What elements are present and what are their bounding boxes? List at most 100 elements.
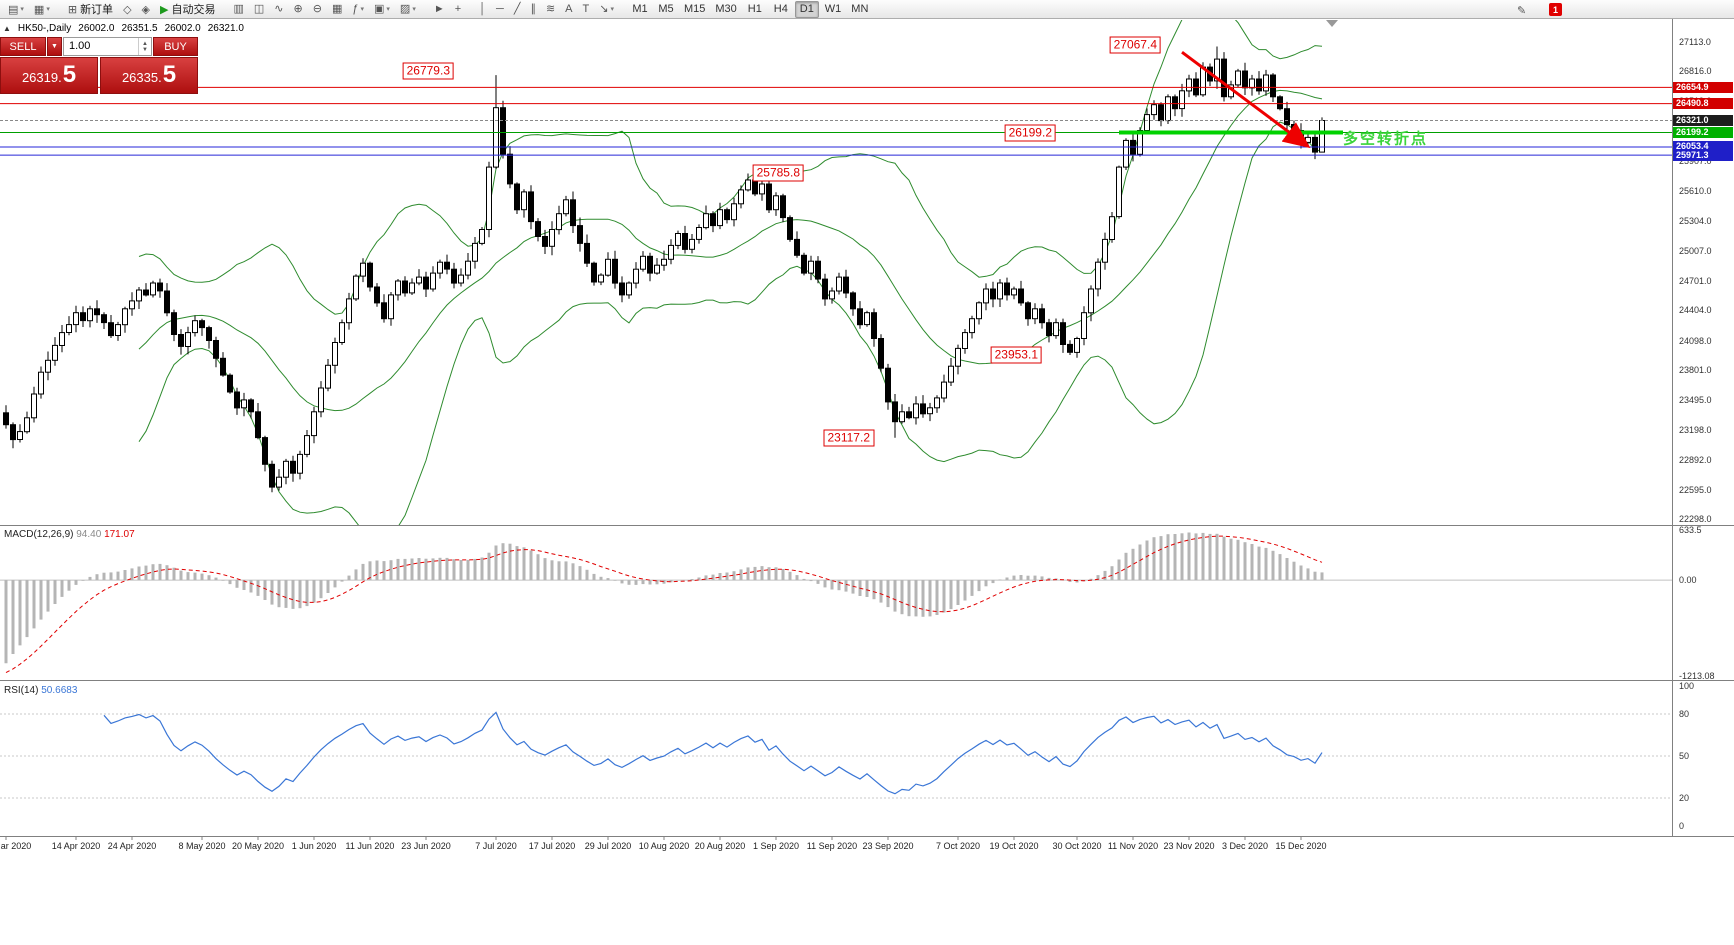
rsi-name: RSI(14) (4, 685, 39, 696)
bar-chart-icon[interactable]: ▥ (233, 3, 244, 16)
trendline-icon[interactable]: ╱ (513, 3, 521, 16)
time-axis-label: 24 Apr 2020 (107, 841, 157, 851)
notification-badge[interactable]: 1 (1549, 3, 1562, 16)
timeframe-button-m1[interactable]: M1 (632, 3, 648, 15)
autotrading-button[interactable]: ▶ 自动交易 (156, 1, 219, 18)
time-axis-label: 20 Aug 2020 (694, 841, 746, 851)
horizontal-line-icon[interactable]: ─ (496, 3, 504, 16)
lot-size-value[interactable]: 1.00 (69, 40, 91, 52)
price-annotation[interactable]: 23117.2 (823, 429, 874, 447)
price-annotation[interactable]: 25785.8 (752, 164, 804, 182)
periods-icon[interactable]: ▣ ▾ (373, 3, 390, 16)
channel-icon[interactable]: ∥ (530, 3, 536, 16)
rsi-axis-label: 50 (1679, 751, 1690, 761)
price-annotation[interactable]: 23953.1 (990, 346, 1042, 364)
timeframe-group: M1 M5 M15 M30 H1 H4 D1 W1 MN (627, 0, 873, 18)
price-axis-tick-label: 23198.0 (1679, 424, 1712, 435)
timeframe-button-h4[interactable]: H4 (773, 3, 788, 15)
macd-signal-value: 171.07 (104, 529, 135, 540)
macd-indicator-label: MACD(12,26,9) 94.40 171.07 (4, 529, 135, 540)
lot-size-field[interactable]: 1.00 ▲ ▼ (63, 37, 152, 56)
time-axis-label: 14 Apr 2020 (51, 841, 101, 851)
buy-price-button[interactable]: 26335. 5 (100, 57, 198, 94)
text-icon[interactable]: A (565, 3, 573, 16)
lot-size-stepper[interactable]: ▲ ▼ (138, 38, 151, 55)
time-axis-label: 23 Jun 2020 (401, 841, 451, 851)
price-axis-tick-label: 26816.0 (1679, 66, 1712, 77)
new-order-button[interactable]: ⊞ 新订单 (64, 1, 117, 18)
tile-windows-icon[interactable]: ▦ (331, 3, 343, 16)
autotrading-play-icon: ▶ (160, 3, 169, 16)
templates-icon[interactable]: ▨ ▾ (399, 3, 416, 16)
timeframe-button-m30[interactable]: M30 (715, 3, 737, 15)
one-click-trading-panel: SELL ▼ 1.00 ▲ ▼ BUY 26319. 5 26335. 5 (0, 37, 198, 94)
stepper-down-icon[interactable]: ▼ (142, 46, 148, 53)
timeframe-button-d1[interactable]: D1 (794, 0, 819, 18)
indicators-icon[interactable]: ƒ ▾ (352, 3, 364, 16)
panel-collapse-icon[interactable]: ▲ (3, 24, 11, 33)
price-axis-marker: 25971.3 (1673, 149, 1733, 161)
new-order-icon: ⊞ (67, 3, 78, 16)
price-axis-tick-label: 24404.0 (1679, 305, 1712, 316)
close-value: 26321.0 (207, 23, 244, 34)
price-annotation[interactable]: 26779.3 (402, 62, 454, 80)
price-annotation[interactable]: 26199.2 (1004, 124, 1056, 142)
timeframe-button-m15[interactable]: M15 (683, 3, 706, 15)
buy-price-big-digit: 5 (162, 61, 177, 88)
price-axis-tick-label: 25610.0 (1679, 185, 1712, 196)
ohlc-status-line: ▲ HK50-,Daily 26002.0 26351.5 26002.0 26… (3, 23, 244, 34)
candlestick-chart-icon[interactable]: ◫ (253, 3, 265, 16)
order-type-dropdown[interactable]: ▼ (47, 37, 62, 56)
sell-button[interactable]: SELL (0, 37, 46, 56)
edit-icon[interactable]: ✎ (1517, 5, 1527, 17)
price-axis-tick-label: 23801.0 (1679, 365, 1712, 376)
bollinger-middle-band (138, 89, 1323, 412)
chevron-down-icon: ▾ (20, 6, 24, 13)
rsi-axis-label: 100 (1679, 681, 1695, 691)
timeframe-button-m5[interactable]: M5 (658, 3, 674, 15)
price-axis-tick-label: 22298.0 (1679, 514, 1712, 524)
crosshair-icon[interactable]: + (454, 3, 462, 16)
price-axis-marker: 26053.4 (1673, 141, 1733, 153)
chevron-down-icon: ▾ (46, 6, 50, 13)
rsi-value: 50.6683 (41, 685, 78, 696)
rsi-axis-label: 0 (1679, 821, 1685, 831)
timeframe-button-mn[interactable]: MN (851, 3, 869, 15)
time-axis-label: 11 Jun 2020 (345, 841, 395, 851)
sell-price-button[interactable]: 26319. 5 (0, 57, 98, 94)
rsi-indicator-label: RSI(14) 50.6683 (4, 685, 77, 696)
line-chart-icon[interactable]: ∿ (274, 3, 284, 16)
trend-note-text[interactable]: 多空转折点 (1343, 130, 1429, 148)
arrows-icon[interactable]: ↘ ▾ (599, 3, 614, 16)
price-axis-marker: 26654.9 (1673, 81, 1733, 93)
expert-advisors-icon[interactable]: ◇ (123, 3, 132, 16)
rsi-axis-label: 20 (1679, 793, 1690, 803)
price-axis-tick-label: 25007.0 (1679, 245, 1712, 256)
stepper-up-icon[interactable]: ▲ (142, 40, 148, 47)
timeframe-button-w1[interactable]: W1 (824, 3, 842, 15)
fibonacci-icon[interactable]: ≋ (545, 3, 556, 16)
vertical-line-icon[interactable]: │ (479, 3, 487, 16)
trend-arrow[interactable] (1181, 50, 1311, 149)
zoom-in-icon[interactable]: ⊕ (293, 3, 303, 16)
price-annotation[interactable]: 27067.4 (1109, 36, 1161, 54)
sell-price: 26319. (21, 70, 62, 85)
time-axis-label: 7 Jul 2020 (475, 841, 517, 851)
zoom-out-icon[interactable]: ⊖ (312, 3, 322, 16)
buy-button[interactable]: BUY (153, 37, 198, 56)
macd-axis-label: 0.00 (1679, 575, 1697, 586)
time-axis-label: 20 May 2020 (231, 841, 285, 851)
new-chart-icon[interactable]: ▤ ▾ (8, 3, 24, 16)
timeframe-button-h1[interactable]: H1 (747, 3, 762, 15)
open-value: 26002.0 (78, 23, 115, 34)
scripts-icon[interactable]: ◈ (141, 3, 150, 16)
label-icon[interactable]: T (582, 3, 590, 16)
time-axis-label: 30 Oct 2020 (1052, 841, 1102, 851)
time-axis-label: 10 Aug 2020 (638, 841, 690, 851)
cursor-icon[interactable]: ► (433, 3, 445, 16)
rsi-axis-label: 80 (1679, 709, 1690, 719)
chart-shift-marker[interactable] (1326, 20, 1338, 27)
profiles-icon[interactable]: ▦ ▾ (33, 3, 50, 16)
